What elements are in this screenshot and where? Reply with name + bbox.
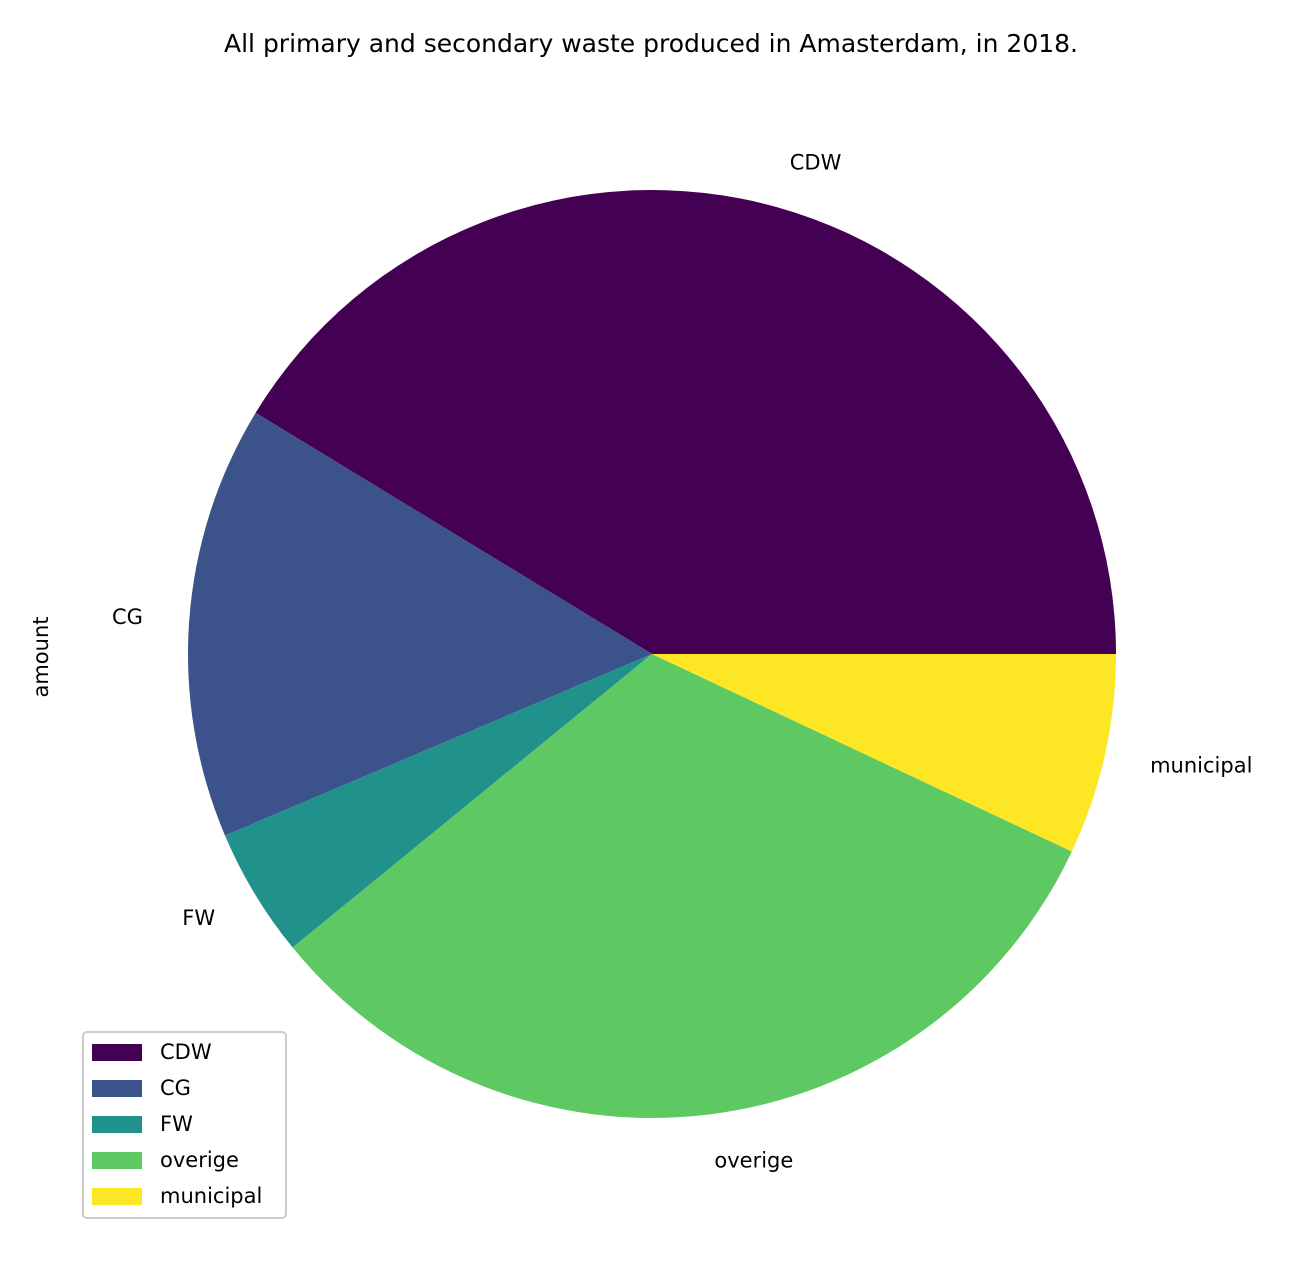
legend-swatch-overige <box>92 1152 142 1169</box>
slice-label-cg: CG <box>112 605 143 629</box>
legend-swatch-cdw <box>92 1044 142 1061</box>
legend-label-cg: CG <box>160 1076 191 1100</box>
chart-title: All primary and secondary waste produced… <box>224 29 1078 58</box>
slice-label-fw: FW <box>182 906 215 930</box>
legend-label-fw: FW <box>160 1112 193 1136</box>
legend-label-municipal: municipal <box>160 1184 262 1208</box>
pie-slices <box>187 190 1117 1118</box>
pie-slice-overige <box>292 654 1072 1118</box>
legend-swatch-municipal <box>92 1188 142 1205</box>
slice-label-cdw: CDW <box>790 151 842 175</box>
legend-swatch-cg <box>92 1080 142 1097</box>
slice-label-municipal: municipal <box>1150 753 1252 777</box>
legend-label-cdw: CDW <box>160 1040 212 1064</box>
pie-slice-cdw <box>255 190 1117 654</box>
legend-label-overige: overige <box>160 1148 239 1172</box>
pie-slice-fw <box>225 654 652 948</box>
legend-frame <box>82 1031 287 1219</box>
pie-slice-municipal <box>652 654 1116 852</box>
slice-labels: CDW CG FW overige municipal <box>112 151 1252 1173</box>
legend-swatch-fw <box>92 1116 142 1133</box>
pie-slice-cg <box>187 412 652 836</box>
legend: CDW CG FW overige municipal <box>82 1031 287 1219</box>
y-axis-label: amount <box>29 616 53 697</box>
slice-label-overige: overige <box>714 1149 793 1173</box>
